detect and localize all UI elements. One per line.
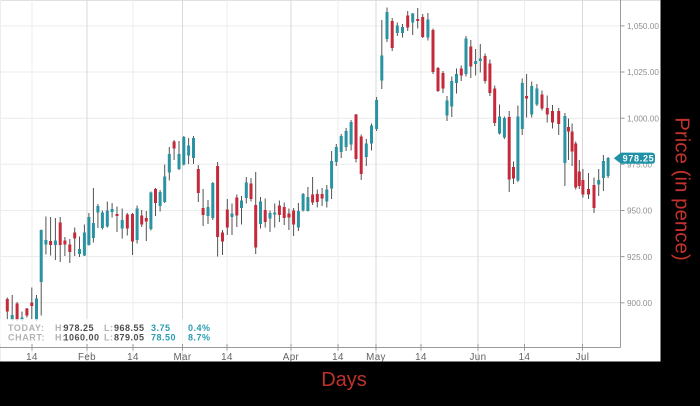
svg-text:14: 14: [332, 352, 344, 363]
svg-text:1,050.00: 1,050.00: [627, 22, 659, 31]
svg-text:78.50: 78.50: [151, 332, 176, 342]
svg-text:978.25: 978.25: [64, 323, 95, 333]
svg-text:14: 14: [127, 352, 139, 363]
svg-text:14: 14: [519, 352, 531, 363]
svg-text:0.4%: 0.4%: [188, 323, 211, 333]
svg-text:CHART:: CHART:: [8, 332, 45, 342]
svg-text:968.55: 968.55: [114, 323, 145, 333]
svg-text:H:: H:: [55, 323, 66, 333]
svg-text:Jul: Jul: [576, 352, 590, 363]
svg-text:May: May: [366, 352, 386, 363]
svg-text:1060.00: 1060.00: [64, 332, 100, 342]
svg-text:TODAY:: TODAY:: [8, 323, 44, 333]
svg-text:978.25: 978.25: [623, 153, 655, 163]
svg-text:Jun: Jun: [470, 352, 487, 363]
svg-text:14: 14: [221, 352, 233, 363]
svg-text:L:: L:: [104, 332, 114, 342]
svg-text:1,025.00: 1,025.00: [627, 68, 659, 77]
svg-text:879.05: 879.05: [114, 332, 145, 342]
svg-text:Feb: Feb: [78, 352, 96, 363]
svg-text:900.00: 900.00: [627, 299, 652, 308]
svg-text:14: 14: [26, 352, 38, 363]
svg-text:Apr: Apr: [283, 352, 300, 363]
svg-text:Price (in pence): Price (in pence): [671, 117, 694, 261]
svg-text:3.75: 3.75: [151, 323, 171, 333]
svg-text:1,000.00: 1,000.00: [627, 114, 659, 123]
svg-text:950.00: 950.00: [627, 207, 652, 216]
svg-text:H:: H:: [55, 332, 66, 342]
svg-text:L:: L:: [104, 323, 114, 333]
svg-text:Days: Days: [321, 369, 367, 391]
svg-text:Mar: Mar: [173, 352, 191, 363]
svg-text:975.00: 975.00: [627, 161, 652, 170]
svg-text:8.7%: 8.7%: [188, 332, 211, 342]
svg-text:925.00: 925.00: [627, 253, 652, 262]
svg-text:14: 14: [415, 352, 427, 363]
